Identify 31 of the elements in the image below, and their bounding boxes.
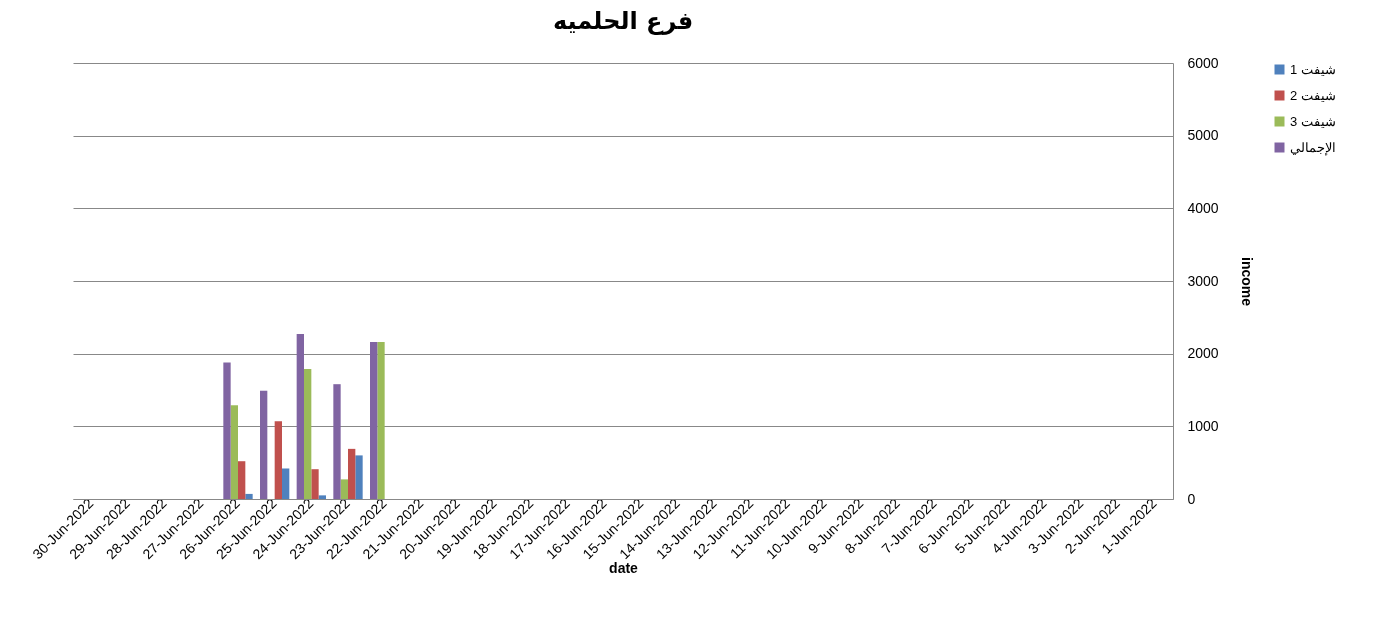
y-tick-label: 3000 [1187, 272, 1219, 289]
bar [304, 368, 312, 499]
legend-label: شيفت 1 [1290, 61, 1336, 77]
bar [223, 362, 231, 499]
bar [311, 469, 319, 499]
bar [296, 334, 304, 499]
bar [260, 390, 268, 499]
y-tick-label: 6000 [1187, 54, 1219, 71]
chart-title: فرع الحلميه [552, 7, 694, 35]
y-tick-label: 5000 [1187, 127, 1219, 144]
y-tick-label: 1000 [1187, 417, 1219, 434]
bar [318, 495, 326, 499]
bar [245, 493, 253, 499]
bar [282, 468, 290, 499]
y-tick-label: 2000 [1187, 345, 1219, 362]
bar [230, 405, 238, 499]
bar [355, 455, 363, 499]
y-tick-label: 4000 [1187, 199, 1219, 216]
bar [348, 448, 356, 499]
bar [333, 384, 341, 499]
x-axis-title: date [609, 560, 639, 577]
bar [274, 421, 282, 499]
y-axis-title: income [1238, 256, 1255, 307]
bar [340, 479, 348, 499]
bar [377, 342, 385, 499]
legend-label: الإجمالي [1290, 139, 1336, 156]
legend-label: شيفت 2 [1290, 87, 1336, 103]
bar [370, 342, 378, 499]
bar [238, 461, 246, 499]
y-tick-label: 0 [1187, 490, 1196, 507]
legend-label: شيفت 3 [1290, 113, 1336, 129]
